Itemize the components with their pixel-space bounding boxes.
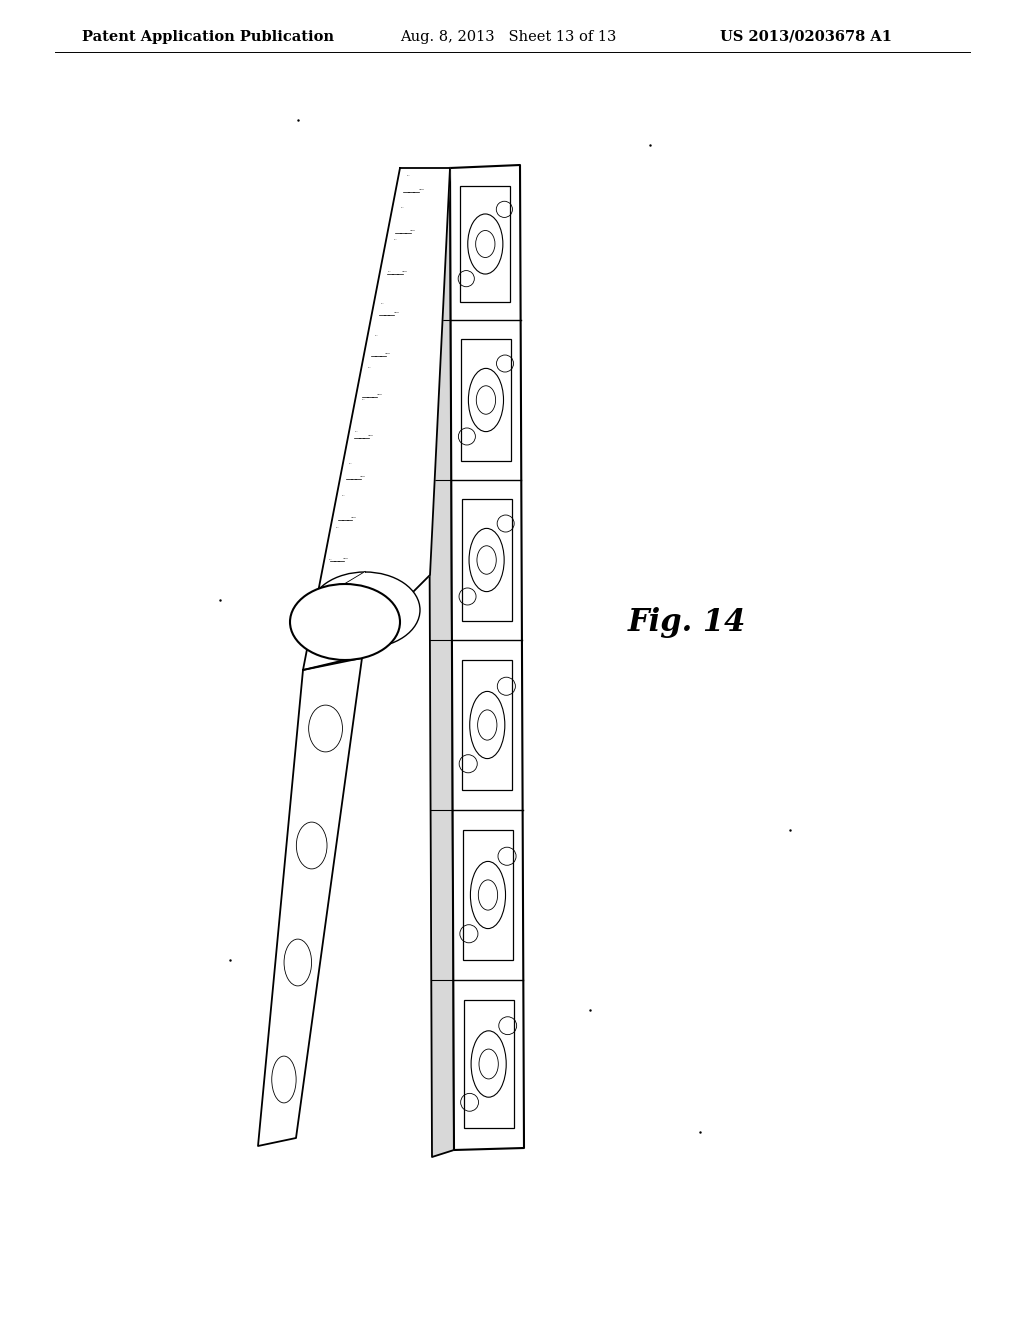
- Polygon shape: [303, 168, 450, 671]
- Bar: [462, 499, 512, 620]
- Ellipse shape: [310, 572, 420, 648]
- Polygon shape: [345, 572, 365, 660]
- Polygon shape: [258, 657, 362, 1146]
- Bar: [464, 1001, 514, 1127]
- Bar: [463, 830, 513, 960]
- Polygon shape: [428, 168, 454, 1158]
- Bar: [460, 186, 510, 302]
- Text: US 2013/0203678 A1: US 2013/0203678 A1: [720, 30, 892, 44]
- Text: Fig. 14: Fig. 14: [628, 606, 746, 638]
- Ellipse shape: [290, 583, 400, 660]
- Bar: [462, 660, 512, 789]
- Text: Patent Application Publication: Patent Application Publication: [82, 30, 334, 44]
- Bar: [461, 339, 511, 461]
- Text: Aug. 8, 2013   Sheet 13 of 13: Aug. 8, 2013 Sheet 13 of 13: [400, 30, 616, 44]
- Polygon shape: [450, 165, 524, 1150]
